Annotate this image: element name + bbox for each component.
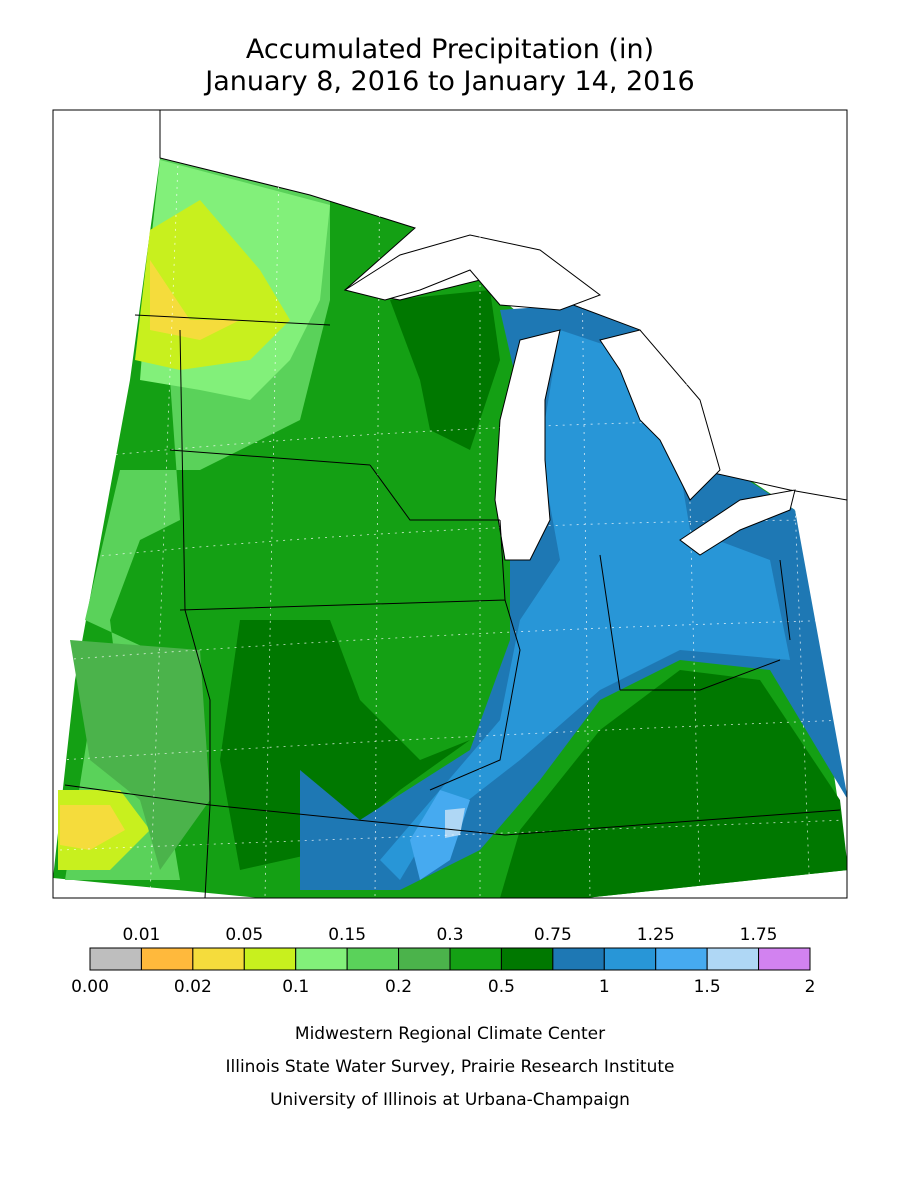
credit: Illinois State Water Survey, Prairie Res… (226, 1057, 675, 1077)
yellow-west (150, 260, 240, 340)
legend-label: 0.3 (436, 925, 463, 945)
legend-label: 0.2 (385, 977, 412, 997)
legend-label: 0.01 (122, 925, 160, 945)
graticule (59, 110, 847, 898)
legend-label: 1 (599, 977, 610, 997)
map-frame (52, 109, 848, 899)
legend-swatch (398, 947, 451, 971)
title: Accumulated Precipitation (in) (246, 34, 654, 65)
legend-swatch (706, 947, 760, 971)
light-blue-east (380, 330, 790, 880)
legend-label: 0.1 (282, 977, 309, 997)
legend-label: 2 (805, 977, 816, 997)
legend-swatch (192, 947, 245, 971)
dark-green-wi (390, 290, 500, 450)
legend-swatch (89, 947, 142, 971)
map (52, 109, 848, 899)
dark-green-center (220, 620, 470, 870)
yellow-sw (60, 805, 125, 850)
legend-swatch (500, 947, 554, 971)
legend-label: 0.5 (488, 977, 515, 997)
legend-label: 1.75 (740, 925, 778, 945)
dark-green-se (500, 670, 847, 898)
legend-swatch (449, 947, 502, 971)
legend-label: 0.15 (328, 925, 366, 945)
legend-label: 0.02 (174, 977, 212, 997)
credit: University of Illinois at Urbana-Champai… (270, 1090, 630, 1110)
state-borders (64, 314, 841, 898)
lake-superior (343, 234, 602, 311)
lake-michigan (494, 329, 561, 561)
legend-label: 0.75 (534, 925, 572, 945)
legend-swatch (295, 947, 348, 971)
legend-label: 1.25 (637, 925, 675, 945)
legend-swatch (346, 947, 400, 971)
legend-swatch (603, 947, 657, 971)
credit: Midwestern Regional Climate Center (295, 1024, 605, 1044)
lake-huron (599, 329, 721, 501)
legend-swatch (243, 947, 297, 971)
legend-label: 0.05 (225, 925, 263, 945)
legend-swatch (140, 947, 194, 971)
legend-swatch (758, 947, 811, 971)
legend-swatch (552, 947, 605, 971)
lake-erie (679, 489, 796, 556)
subtitle: January 8, 2016 to January 14, 2016 (203, 66, 694, 97)
mid-green-sw (70, 640, 210, 870)
legend-label: 1.5 (694, 977, 721, 997)
legend-label: 0.00 (71, 977, 109, 997)
legend: 0.01 0.05 0.15 0.3 0.75 1.25 1.75 0.00 0.02 0.1 0.… (71, 925, 815, 997)
legend-swatch (655, 947, 708, 971)
